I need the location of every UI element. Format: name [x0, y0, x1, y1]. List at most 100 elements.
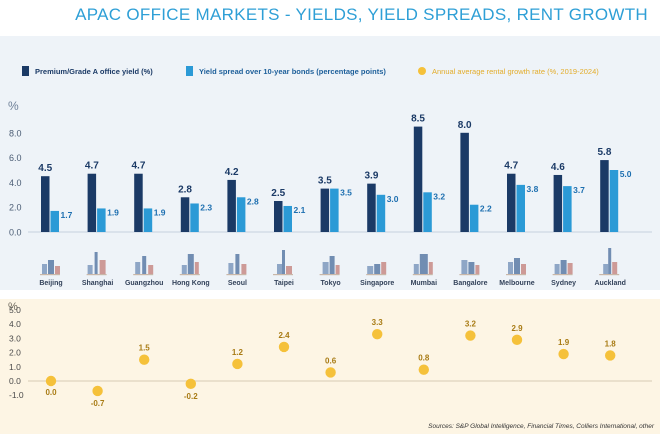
- y-tick-label: 2.0: [9, 203, 22, 213]
- rent-dot-seoul: [232, 358, 243, 370]
- city-label-melbourne: Melbourne: [499, 280, 534, 287]
- bar-yield-beijing: [41, 176, 50, 232]
- city-label-taipei: Taipei: [274, 280, 294, 287]
- skyline-building: [194, 262, 199, 274]
- bar-yield-label: 4.7: [85, 161, 99, 172]
- rent-dot-label: 3.3: [372, 318, 384, 327]
- bar-yield-label: 4.5: [38, 163, 52, 174]
- skyline-ground: [179, 274, 200, 276]
- bar-yield-label: 3.9: [364, 171, 378, 182]
- city-label-hong-kong: Hong Kong: [172, 280, 210, 287]
- bar-spread-label: 5.0: [620, 169, 632, 179]
- rent-dot-label: -0.2: [184, 392, 198, 401]
- rent-dot-singapore: [372, 328, 383, 340]
- bar-yield-seoul: [227, 179, 236, 232]
- city-label-sydney: Sydney: [551, 280, 576, 287]
- skyline-building: [514, 258, 520, 274]
- bar-yield-hong-kong: [180, 197, 190, 232]
- skyline-building: [608, 248, 612, 274]
- bar-yield-melbourne: [507, 173, 516, 232]
- y-tick-label-bottom: 5.0: [9, 305, 21, 315]
- bar-spread-beijing: [50, 210, 59, 232]
- bar-spread-auckland: [609, 170, 619, 232]
- skyline-ground: [319, 274, 340, 276]
- bar-yield-sydney: [553, 174, 563, 232]
- skyline-building: [42, 264, 47, 274]
- rent-dot-label: 1.5: [139, 344, 151, 353]
- y-tick-label-bottom: 1.0: [9, 362, 21, 372]
- skyline-ground: [226, 274, 247, 276]
- skyline-building: [374, 264, 381, 274]
- city-label-singapore: Singapore: [360, 280, 394, 287]
- skyline-building: [554, 264, 560, 274]
- skyline-icon: [40, 260, 60, 276]
- skyline-icon: [552, 260, 573, 276]
- bar-yield-label: 5.8: [597, 147, 611, 158]
- skyline-building: [468, 262, 475, 274]
- rent-dot-label: 3.2: [465, 320, 477, 329]
- city-label-tokyo: Tokyo: [321, 280, 341, 287]
- skyline-building: [181, 265, 187, 274]
- skyline-icon: [226, 254, 247, 276]
- bar-spread-label: 3.8: [527, 184, 539, 194]
- skyline-ground: [459, 274, 480, 276]
- bar-yield-label: 4.7: [131, 161, 145, 172]
- y-tick-label: 6.0: [9, 153, 22, 163]
- skyline-building: [282, 250, 285, 274]
- bar-spread-label: 3.7: [573, 185, 585, 195]
- y-tick-label: 0.0: [9, 228, 22, 238]
- y-tick-label-bottom: 3.0: [9, 333, 21, 343]
- skyline-icon: [412, 254, 433, 276]
- skyline-icon: [506, 258, 526, 276]
- bar-spread-seoul: [236, 197, 246, 232]
- y-tick-label-bottom: 4.0: [9, 319, 21, 329]
- skyline-building: [475, 265, 480, 274]
- skyline-icon: [366, 262, 387, 276]
- rent-growth-chart: %5.0 4.0 3.0 2.0 1.0 0.0 -1.0 0.0 -0.7 1.5 -0.2 1.2…: [8, 301, 652, 408]
- city-label-bangalore: Bangalore: [453, 280, 487, 287]
- bar-yield-label: 4.7: [504, 161, 518, 172]
- rent-dot-melbourne: [511, 334, 523, 346]
- bar-spread-label: 2.8: [247, 196, 259, 206]
- rent-dot-guangzhou: [139, 354, 150, 365]
- bar-yield-shanghai: [87, 173, 97, 232]
- skyline-building: [329, 256, 335, 274]
- skyline-ground: [552, 274, 573, 276]
- rent-dot-shanghai: [92, 385, 103, 397]
- rent-dot-label: 0.6: [325, 356, 337, 365]
- skyline-building: [335, 265, 340, 274]
- skyline-icon: [459, 260, 480, 276]
- skyline-ground: [40, 274, 60, 276]
- bar-spread-label: 2.1: [294, 205, 306, 215]
- skyline-building: [99, 260, 106, 274]
- bar-yield-tokyo: [320, 188, 330, 232]
- bar-yield-label: 4.6: [551, 162, 565, 173]
- y-axis-unit-label-bottom: %: [8, 301, 18, 313]
- skyline-building: [419, 254, 428, 274]
- skyline-building: [461, 260, 468, 274]
- skyline-ground: [86, 274, 107, 276]
- rent-dot-label: 0.8: [418, 354, 430, 363]
- bar-yield-label: 2.8: [178, 184, 192, 195]
- bar-spread-guangzhou: [143, 208, 153, 232]
- bar-yield-guangzhou: [134, 173, 143, 232]
- city-label-beijing: Beijing: [39, 280, 62, 287]
- bar-yield-label: 8.5: [411, 114, 425, 125]
- city-label-mumbai: Mumbai: [411, 280, 438, 287]
- bar-yield-auckland: [600, 160, 609, 232]
- skyline-icon: [133, 256, 154, 276]
- bar-spread-singapore: [376, 194, 386, 232]
- rent-dot-hong-kong: [185, 378, 196, 390]
- skyline-ground: [366, 274, 387, 276]
- skyline-icon: [273, 250, 293, 276]
- skyline-building: [187, 254, 194, 274]
- city-skylines: Beijing Shanghai Guangzhou Hong Kong Seoul Ta…: [39, 248, 626, 287]
- bar-spread-label: 1.7: [61, 210, 73, 220]
- bar-chart: % 8.0 6.0 4.0 2.0 0.0 4.5 1.7 4.7 1.9 4.7 1.9 2.8 2.3…: [8, 99, 652, 238]
- bar-yield-mumbai: [413, 126, 423, 232]
- rent-dot-taipei: [278, 341, 290, 353]
- skyline-ground: [506, 274, 526, 276]
- skyline-ground: [273, 274, 293, 276]
- bar-spread-label: 3.2: [433, 191, 445, 201]
